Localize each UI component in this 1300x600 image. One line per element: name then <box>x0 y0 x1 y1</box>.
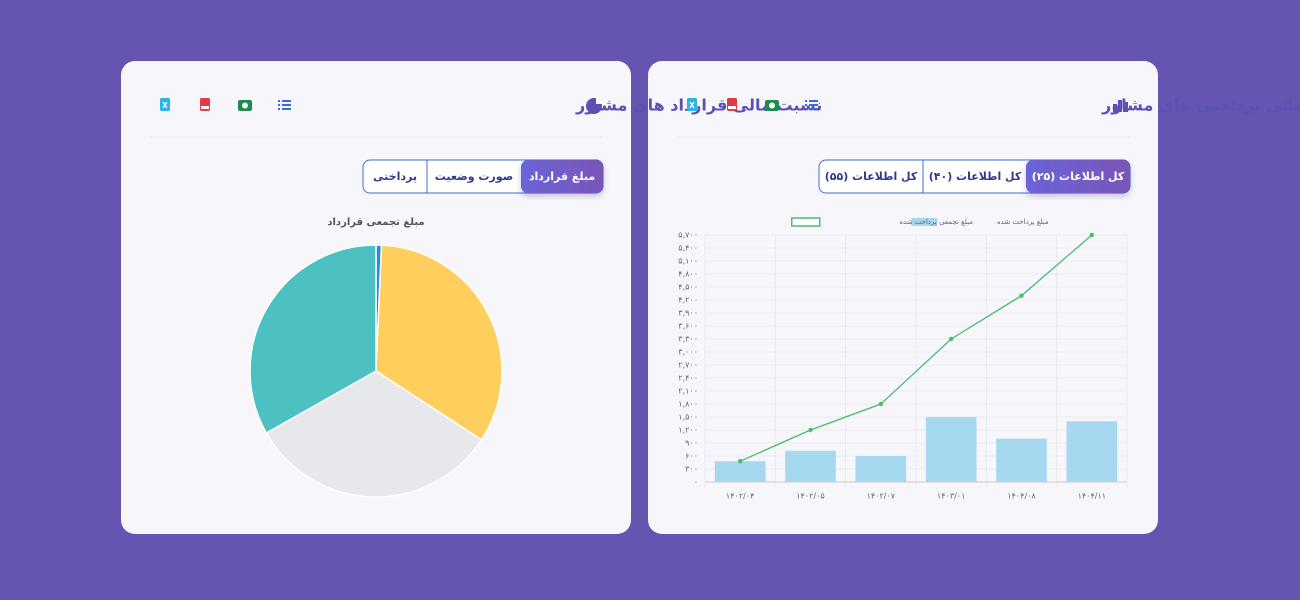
menu-dot[interactable] <box>805 100 807 102</box>
bar <box>785 450 836 482</box>
tab-active[interactable] <box>1026 160 1130 193</box>
point <box>1019 293 1024 298</box>
y-tick-label: ۳۰۰ <box>685 465 698 474</box>
menu-line[interactable] <box>809 100 818 102</box>
line <box>739 234 1093 462</box>
legend-label: مبلغ پرداخت شده <box>997 218 1049 226</box>
point <box>808 427 813 433</box>
point <box>1089 232 1095 238</box>
x-tick-label: ۱۴۰۲/۰۷ <box>867 492 896 501</box>
y-tick-label: ۵,۷۰۰ <box>678 231 698 240</box>
x-tick-label: ۱۴۰۳/۰۱ <box>937 492 965 501</box>
menu-line[interactable] <box>282 108 291 110</box>
point <box>737 459 743 464</box>
y-tick-label: ۴,۲۰۰ <box>678 296 698 305</box>
tab[interactable]: پرداختی <box>373 170 417 183</box>
screenshot-button[interactable] <box>765 100 779 111</box>
menu-line[interactable] <box>809 104 818 106</box>
legend-swatch <box>791 217 821 227</box>
camera-lens[interactable] <box>769 102 775 109</box>
x-tick-label: ۱۴۰۴/۱۱ <box>1078 492 1106 501</box>
excel-x[interactable] <box>162 101 168 109</box>
menu-line[interactable] <box>809 108 818 110</box>
camera-lens[interactable] <box>242 102 248 109</box>
menu-dot[interactable] <box>278 100 280 102</box>
tab-active[interactable] <box>521 160 603 193</box>
tab[interactable]: کل اطلاعات (۲۵) <box>1032 170 1125 183</box>
pie-slice <box>265 370 483 498</box>
x-tick-label: ۱۴۰۴/۰۸ <box>1007 492 1036 501</box>
pdf-icon[interactable] <box>727 98 737 111</box>
tab[interactable]: صورت وضعیت <box>435 170 514 183</box>
menu-dot[interactable] <box>805 108 807 110</box>
y-tick-label: ۱,۵۰۰ <box>678 413 698 422</box>
y-tick-label: ۳,۶۰۰ <box>678 322 698 331</box>
bar <box>925 417 977 482</box>
y-tick-label: ۲,۱۰۰ <box>678 387 698 396</box>
tab[interactable]: کل اطلاعات (۴۰) <box>929 170 1022 183</box>
bar <box>855 456 907 482</box>
pdf-band[interactable] <box>728 106 736 109</box>
y-tick-label: ۳,۳۰۰ <box>678 335 698 344</box>
y-tick-label: ۴,۵۰۰ <box>678 283 698 292</box>
tab-group: کل اطلاعات (۲۵) کل اطلاعات (۴۰) کل اطلاع… <box>818 159 1131 194</box>
legend-label: مبلغ تجمعی پرداخت شده <box>899 218 973 226</box>
y-tick-label: ۲,۷۰۰ <box>678 361 698 370</box>
pdf-band[interactable] <box>201 106 209 109</box>
menu-dot[interactable] <box>805 104 807 106</box>
bar <box>1066 421 1118 482</box>
pie-slice <box>249 244 377 435</box>
tab[interactable]: مبلغ قرارداد <box>529 170 595 183</box>
menu-line[interactable] <box>282 104 291 106</box>
card-title: نسبت مالی قرارداد های مشاور <box>575 96 822 115</box>
pdf-button[interactable] <box>200 98 210 111</box>
tab[interactable]: کل اطلاعات (۵۵) <box>825 170 918 183</box>
y-tick-label: ۴,۸۰۰ <box>678 270 698 279</box>
excel-button[interactable] <box>160 98 170 111</box>
menu-line[interactable] <box>282 100 291 102</box>
card-title: روند مالی پرداختی های مشاور <box>1101 96 1300 116</box>
chart-icon <box>1113 100 1128 112</box>
bar <box>996 438 1047 482</box>
pdf-icon[interactable] <box>200 98 210 111</box>
legend-swatch <box>911 218 938 226</box>
excel-x[interactable] <box>689 101 695 109</box>
y-tick-label: ۵,۴۰۰ <box>678 244 698 253</box>
x-tick-label: ۱۴۰۲/۰۴ <box>726 492 754 501</box>
excel-button[interactable] <box>687 98 697 111</box>
y-tick-label: ۱,۸۰۰ <box>678 400 698 409</box>
bar <box>714 461 766 482</box>
x-tick-label: ۱۴۰۲/۰۵ <box>796 492 824 501</box>
y-tick-label: ۳,۹۰۰ <box>678 309 698 318</box>
y-tick-label: ۳,۰۰۰ <box>678 348 698 357</box>
tab-group: مبلغ قرارداد صورت وضعیت پرداختی <box>362 159 604 194</box>
y-tick-label: ۲,۴۰۰ <box>678 374 698 383</box>
y-tick-label: ۶۰۰ <box>685 452 698 461</box>
pie-icon <box>586 97 604 114</box>
y-tick-label: ۵,۱۰۰ <box>678 257 698 266</box>
screenshot-button[interactable] <box>238 100 252 111</box>
y-tick-label: ۹۰۰ <box>685 439 698 448</box>
pie-title: مبلغ تجمعی قرارداد <box>327 217 424 228</box>
pdf-button[interactable] <box>727 98 737 111</box>
point <box>878 401 884 407</box>
point <box>948 336 954 342</box>
menu-button[interactable] <box>805 100 818 110</box>
y-tick-label: ۱,۲۰۰ <box>678 426 698 435</box>
menu-dot[interactable] <box>278 108 280 110</box>
y-tick-label: ۰ <box>694 478 698 487</box>
menu-button[interactable] <box>278 100 291 110</box>
menu-dot[interactable] <box>278 104 280 106</box>
